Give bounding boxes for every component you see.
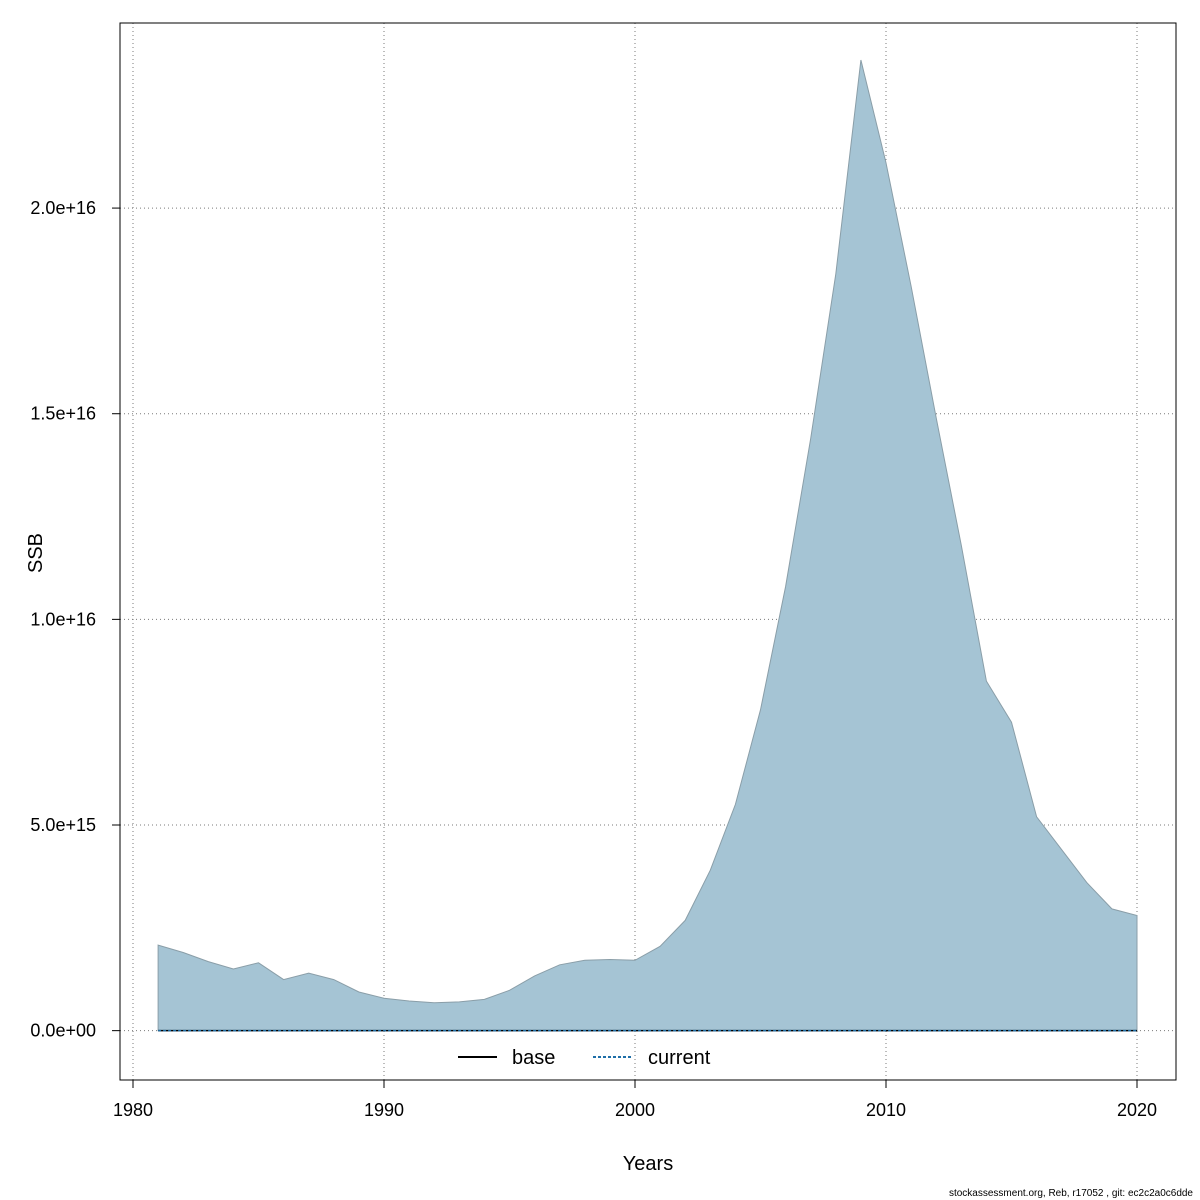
plot-frame	[119, 22, 1177, 1081]
x-axis-title: Years	[623, 1153, 673, 1175]
legend: base current	[458, 1047, 711, 1069]
x-tick-label: 2010	[866, 1100, 906, 1120]
x-tick-label: 2020	[1117, 1100, 1157, 1120]
x-tick-label: 1980	[113, 1100, 153, 1120]
y-tick-label: 2.0e+16	[30, 198, 96, 218]
confidence-band	[157, 59, 1138, 1032]
x-tick-label: 1990	[364, 1100, 404, 1120]
y-tick-label: 5.0e+15	[30, 815, 96, 835]
legend-label-base: base	[512, 1047, 555, 1069]
ssb-band	[157, 59, 1138, 1032]
footer-credit: stockassessment.org, Reb, r17052 , git: …	[949, 1188, 1193, 1199]
y-axis-title: SSB	[25, 533, 47, 573]
y-tick-label: 1.0e+16	[30, 609, 96, 629]
y-tick-label: 0.0e+00	[30, 1021, 96, 1041]
y-tick-label: 1.5e+16	[30, 404, 96, 424]
axes: 1980 1990 2000 2010 2020 0.0e+00 5.0e+15 1.0e+1…	[30, 22, 1177, 1120]
x-tick-label: 2000	[615, 1100, 655, 1120]
legend-label-current: current	[648, 1047, 711, 1069]
